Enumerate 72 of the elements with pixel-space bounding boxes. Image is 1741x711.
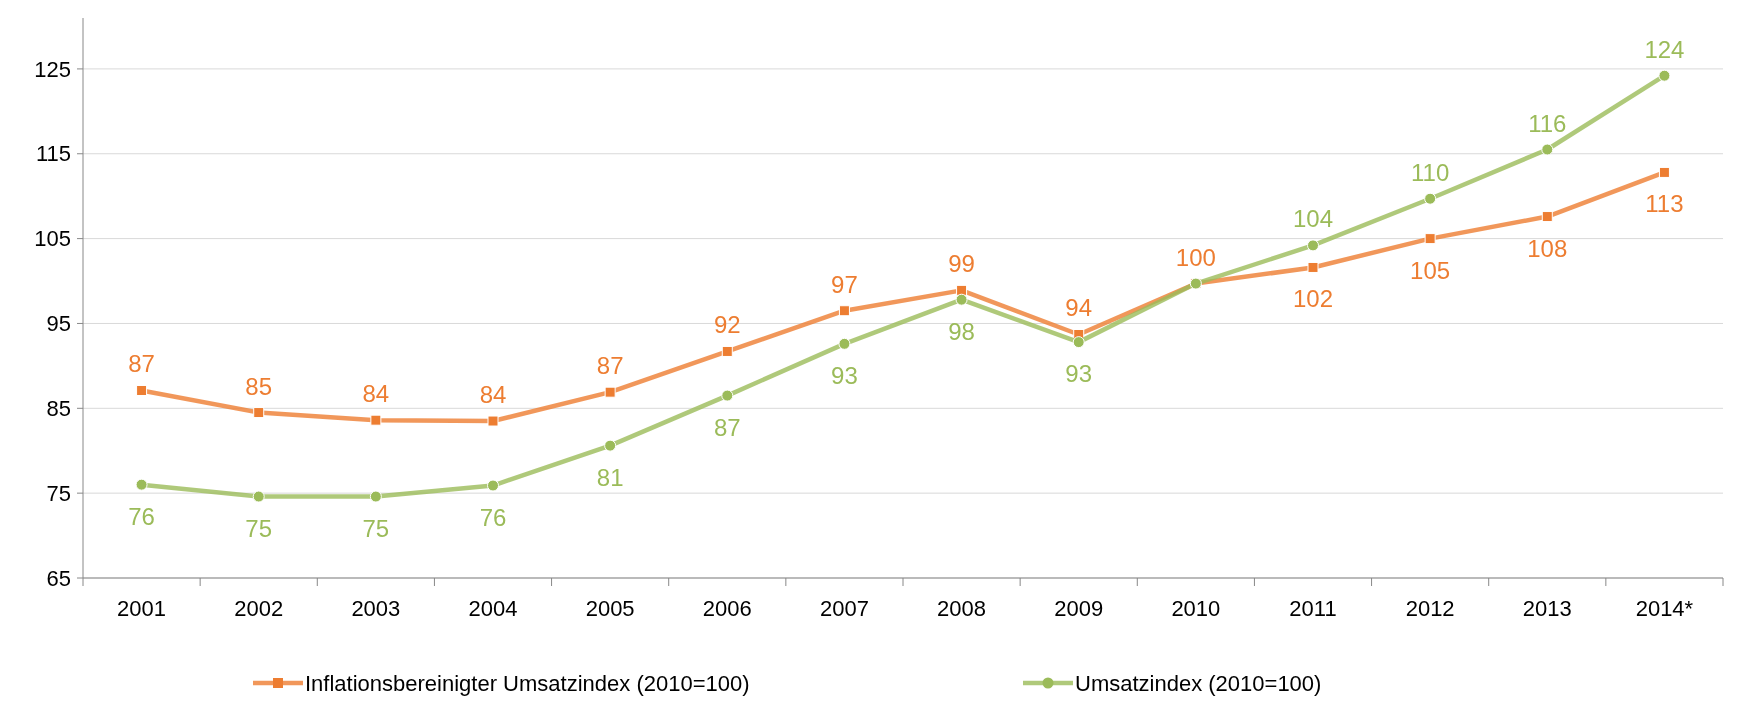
data-label: 92 xyxy=(713,311,741,339)
point xyxy=(1658,166,1670,178)
x-tick-label: 2005 xyxy=(585,596,635,621)
data-label: 108 xyxy=(1527,234,1568,262)
x-tick-label: 2002 xyxy=(234,596,284,621)
point xyxy=(370,414,382,426)
point xyxy=(369,490,382,503)
point xyxy=(604,439,617,452)
x-tick-label: 2006 xyxy=(702,596,752,621)
x-tick-label: 2001 xyxy=(117,596,167,621)
y-tick-label: 105 xyxy=(34,226,71,252)
data-label: 99 xyxy=(948,250,975,278)
point xyxy=(1424,233,1436,245)
data-label: 81 xyxy=(596,463,624,491)
data-label: 113 xyxy=(1645,190,1684,218)
data-label: 97 xyxy=(831,270,858,298)
x-tick-label: 2009 xyxy=(1054,596,1104,621)
data-label: 100 xyxy=(1175,243,1216,271)
data-label: 105 xyxy=(1410,256,1451,284)
data-label: 110 xyxy=(1411,158,1450,186)
x-tick-label: 2007 xyxy=(819,596,869,621)
data-label: 93 xyxy=(1065,360,1093,388)
x-tick-label: 2010 xyxy=(1171,596,1221,621)
y-tick-label: 115 xyxy=(35,141,71,167)
x-tick-label: 2012 xyxy=(1405,596,1455,621)
point xyxy=(487,415,499,427)
data-label: 87 xyxy=(596,352,624,380)
point xyxy=(487,479,499,492)
point xyxy=(253,407,265,419)
point xyxy=(1424,192,1437,205)
point xyxy=(1541,211,1553,223)
data-label: 75 xyxy=(362,514,390,542)
x-tick-label: 2004 xyxy=(468,596,518,621)
data-label: 93 xyxy=(831,361,858,389)
x-tick-label: 2011 xyxy=(1289,596,1337,621)
y-tick-label: 85 xyxy=(46,396,71,421)
data-label: 124 xyxy=(1644,35,1685,63)
legend-label: Umsatzindex (2010=100) xyxy=(1075,671,1322,696)
y-tick-label: 95 xyxy=(46,311,71,337)
point xyxy=(721,345,733,357)
point xyxy=(1072,336,1085,349)
x-tick-label: 2014* xyxy=(1635,596,1694,621)
x-tick-label: 2013 xyxy=(1522,596,1572,621)
point xyxy=(1658,69,1671,82)
data-label: 85 xyxy=(245,372,273,400)
point xyxy=(838,337,851,350)
point xyxy=(1307,239,1319,252)
data-label: 104 xyxy=(1292,205,1334,233)
point xyxy=(838,305,850,317)
y-tick-label: 75 xyxy=(46,480,71,506)
data-label: 76 xyxy=(479,503,507,531)
point xyxy=(721,389,734,402)
point xyxy=(135,478,148,491)
data-label: 102 xyxy=(1292,285,1334,313)
data-label: 98 xyxy=(948,317,975,345)
data-label: 84 xyxy=(479,381,507,409)
x-tick-label: 2003 xyxy=(351,596,401,621)
point xyxy=(1541,143,1554,156)
y-tick-label: 65 xyxy=(46,565,71,591)
data-label: 87 xyxy=(713,413,741,441)
point xyxy=(252,490,265,503)
data-label: 87 xyxy=(128,350,155,378)
data-label: 116 xyxy=(1528,109,1567,137)
point xyxy=(604,386,616,398)
data-label: 84 xyxy=(362,380,390,408)
x-tick-label: 2008 xyxy=(937,596,987,621)
point xyxy=(955,293,968,306)
data-label: 76 xyxy=(128,502,155,530)
y-tick-label: 125 xyxy=(34,56,71,82)
data-label: 94 xyxy=(1065,294,1093,322)
legend-label: Inflationsbereinigter Umsatzindex (2010=100) xyxy=(305,671,750,696)
data-label: 75 xyxy=(245,514,273,542)
